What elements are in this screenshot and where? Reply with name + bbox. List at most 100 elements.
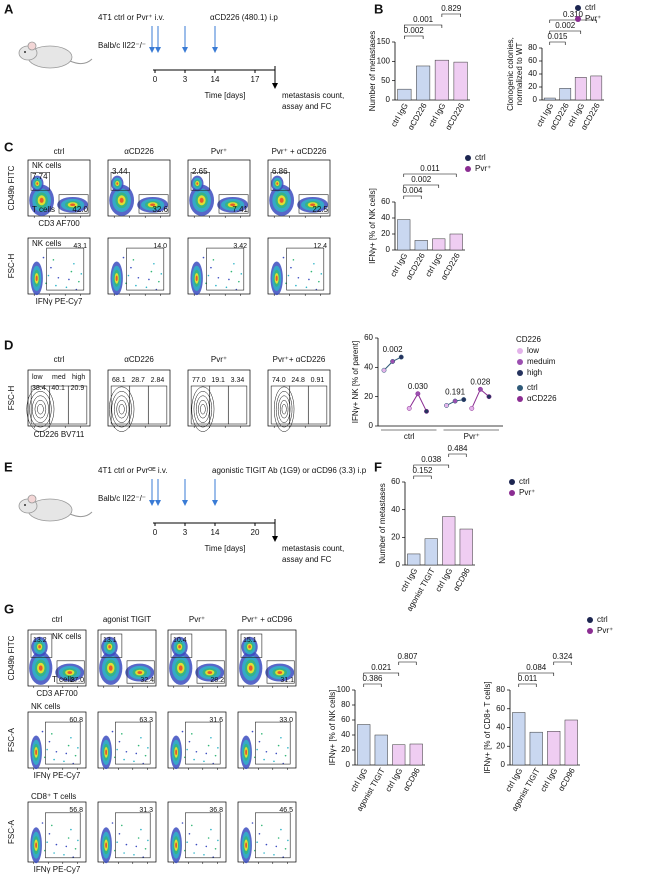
legend-marker <box>465 166 471 172</box>
treatment-text: αCD226 (480.1) i.p <box>210 13 278 22</box>
y-tick-label: 40 <box>391 505 400 514</box>
y-tick-label: 40 <box>364 362 373 371</box>
event <box>280 736 282 739</box>
y-tick-label: 0 <box>501 760 506 769</box>
population-label: CD8⁺ T cells <box>31 792 76 801</box>
event <box>135 284 137 287</box>
gate <box>110 172 130 191</box>
legend-marker <box>575 5 581 11</box>
contour <box>279 399 289 419</box>
group-label: Pvr⁺ <box>464 432 480 441</box>
event <box>65 752 68 755</box>
gate-value: 40.1 <box>51 385 65 392</box>
event <box>265 750 268 753</box>
axis-label: CD49b FITC <box>7 165 16 210</box>
point <box>452 398 458 404</box>
legend-label: Pvr⁺ <box>519 488 535 497</box>
y-tick-label: 60 <box>364 333 373 342</box>
event <box>47 274 50 277</box>
event <box>284 848 287 850</box>
density <box>137 671 143 674</box>
event <box>203 760 205 763</box>
mouse-eye <box>24 504 26 506</box>
event <box>186 748 188 751</box>
gate <box>196 660 225 684</box>
treatment-text: agonistic TIGIT Ab (1G9) or αCD96 (3.3) … <box>212 466 367 475</box>
panel-label: A <box>4 1 14 16</box>
event <box>273 854 275 856</box>
event <box>111 730 114 733</box>
contour <box>31 395 49 423</box>
x-tick-label: αCD96 <box>451 566 472 593</box>
legend-marker <box>517 348 523 354</box>
density <box>248 645 251 649</box>
axis-label: IFNγ PE-Cy7 <box>34 865 81 874</box>
legend-marker <box>509 479 515 485</box>
density <box>196 182 199 185</box>
population-label: NK cells <box>31 702 60 711</box>
gate <box>115 721 151 765</box>
legend-label: ctrl <box>527 383 538 392</box>
point <box>381 367 387 373</box>
legend-marker <box>587 617 593 623</box>
bar <box>407 553 421 566</box>
event <box>214 848 217 850</box>
event <box>137 744 140 747</box>
legend-marker <box>465 155 471 161</box>
event <box>265 843 268 846</box>
bar <box>529 731 543 766</box>
y-axis-label: Number of metastases <box>368 31 377 111</box>
significance-bracket <box>518 672 555 676</box>
point <box>424 408 429 414</box>
p-value: 0.021 <box>371 663 392 672</box>
event <box>78 280 80 283</box>
readout: metastasis count, <box>282 544 344 553</box>
event <box>120 733 123 735</box>
legend-marker <box>587 628 593 634</box>
legend-title: CD226 <box>516 335 541 344</box>
event <box>256 841 258 843</box>
y-tick-label: 0 <box>396 560 401 569</box>
event <box>277 744 280 747</box>
event <box>258 740 261 743</box>
density <box>248 665 253 671</box>
gate-value: 46.5 <box>279 807 293 814</box>
gate <box>190 172 210 191</box>
event <box>233 262 235 265</box>
axis-label: CD49b FITC <box>7 635 16 680</box>
gate <box>138 194 169 214</box>
event <box>217 276 220 279</box>
p-value: 0.038 <box>421 455 442 464</box>
p-value: 0.829 <box>441 4 462 13</box>
point <box>406 405 412 411</box>
legend-label: high <box>527 368 542 377</box>
contour <box>200 404 206 415</box>
y-tick-label: 60 <box>381 197 390 206</box>
y-axis-label: IFNγ+ [% of CD8+ T cells] <box>483 681 492 773</box>
significance-bracket <box>403 184 440 188</box>
event <box>188 833 191 835</box>
y-axis-label: IFNγ+ [% of NK cells] <box>368 188 377 264</box>
bar <box>559 88 572 101</box>
legend-label: Pvr⁺ <box>475 164 491 173</box>
legend-label: Pvr⁺ <box>585 14 601 23</box>
event <box>297 276 300 279</box>
event <box>280 828 282 831</box>
event <box>50 733 53 735</box>
y-tick-label: 40 <box>341 730 350 739</box>
x-tick-label: ctrl IgG <box>434 567 455 594</box>
significance-bracket <box>518 683 537 687</box>
gate-value: 13.2 <box>33 637 47 644</box>
p-value: 0.015 <box>547 32 568 41</box>
column-title: ctrl <box>52 615 63 624</box>
density <box>279 197 284 203</box>
event <box>202 256 205 259</box>
gate <box>266 660 295 684</box>
p-value: 0.807 <box>397 652 418 661</box>
event <box>210 266 212 269</box>
bar <box>432 238 446 251</box>
significance-bracket <box>413 464 450 468</box>
panel-label: D <box>4 337 13 352</box>
axis-label: CD226 BV711 <box>34 430 85 439</box>
event <box>53 852 55 854</box>
